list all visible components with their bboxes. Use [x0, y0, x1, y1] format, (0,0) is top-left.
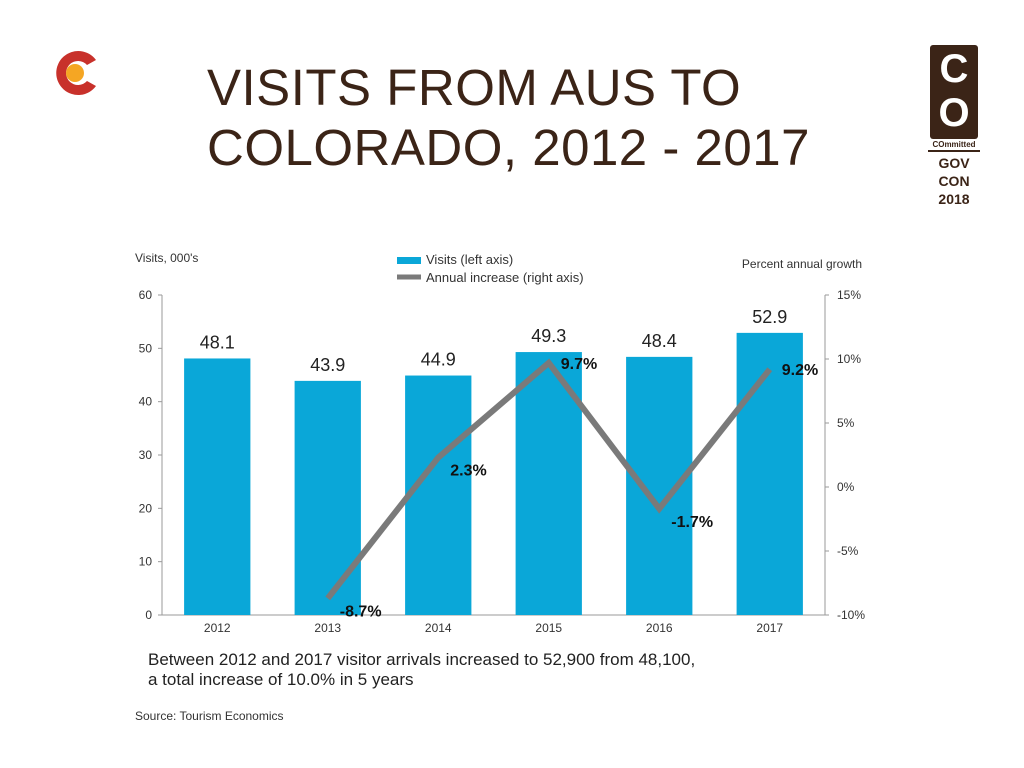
- right-axis-tick-label: -5%: [837, 544, 859, 558]
- co-logo-letter-o: O: [938, 91, 970, 135]
- bar-value-label: 52.9: [752, 307, 787, 327]
- bar-visits: [405, 375, 472, 615]
- slide-title-line-1: VISITS FROM AUS TO: [207, 59, 742, 116]
- right-axis-tick-label: 0%: [837, 480, 855, 494]
- bar-visits: [294, 380, 361, 615]
- co-logo-event-line-3: 2018: [938, 191, 970, 207]
- left-axis-tick-label: 0: [145, 608, 152, 622]
- chart-note: Between 2012 and 2017 visitor arrivals i…: [148, 650, 695, 690]
- right-axis-tick-label: -10%: [837, 608, 865, 622]
- x-axis-tick-label: 2013: [314, 621, 341, 635]
- left-axis-tick-label: 30: [139, 448, 153, 462]
- co-logo-tagline: COmmitted: [932, 140, 976, 149]
- co-govcon-logo: C O COmmitted GOV CON 2018: [928, 45, 980, 206]
- left-axis-tick-label: 10: [139, 555, 153, 569]
- colorado-flag-c-icon: [56, 51, 96, 95]
- co-logo-divider: [928, 150, 980, 152]
- left-axis-tick-label: 20: [139, 501, 153, 515]
- chart-note-line-2: a total increase of 10.0% in 5 years: [148, 670, 414, 689]
- line-point-label: 9.2%: [782, 362, 818, 379]
- bar-value-label: 43.9: [310, 355, 345, 375]
- x-axis-tick-label: 2012: [204, 621, 231, 635]
- bar-value-label: 48.4: [642, 331, 677, 351]
- x-axis-tick-label: 2015: [535, 621, 562, 635]
- line-point-label: 2.3%: [450, 463, 486, 480]
- left-axis-title: Visits, 000's: [135, 251, 198, 265]
- bar-visits: [184, 358, 251, 615]
- bar-value-label: 44.9: [421, 350, 456, 370]
- right-axis-tick-label: 15%: [837, 288, 861, 302]
- x-axis-tick-label: 2016: [646, 621, 673, 635]
- line-point-label: -1.7%: [671, 514, 713, 531]
- left-axis-tick-label: 50: [139, 341, 153, 355]
- right-axis-title: Percent annual growth: [742, 257, 862, 271]
- left-axis-tick-label: 60: [139, 288, 153, 302]
- co-logo-letter-c: C: [939, 47, 969, 91]
- colorado-logo: [50, 46, 104, 100]
- x-axis-tick-label: 2017: [756, 621, 783, 635]
- right-axis-tick-label: 5%: [837, 416, 855, 430]
- x-axis-tick-label: 2014: [425, 621, 452, 635]
- line-point-label: -8.7%: [340, 603, 382, 620]
- legend-label-annual-increase: Annual increase (right axis): [426, 270, 584, 285]
- line-point-label: 9.7%: [561, 356, 597, 373]
- legend-swatch-visits: [397, 257, 421, 264]
- bar-visits: [736, 332, 803, 615]
- source-note: Source: Tourism Economics: [135, 709, 284, 723]
- bar-value-label: 48.1: [200, 332, 235, 352]
- slide-title: VISITS FROM AUS TO COLORADO, 2012 - 2017: [207, 58, 827, 178]
- legend-label-visits: Visits (left axis): [426, 252, 513, 267]
- co-logo-event-line-2: CON: [938, 173, 970, 189]
- chart-note-line-1: Between 2012 and 2017 visitor arrivals i…: [148, 650, 696, 669]
- slide-title-line-2: COLORADO, 2012 - 2017: [207, 119, 810, 176]
- right-axis-tick-label: 10%: [837, 352, 861, 366]
- co-logo-event-line-1: GOV: [938, 155, 970, 171]
- left-axis-tick-label: 40: [139, 395, 153, 409]
- line-annual-increase: [325, 358, 773, 601]
- bar-value-label: 49.3: [531, 326, 566, 346]
- co-logo-box: C O: [930, 45, 978, 139]
- bar-visits: [626, 356, 693, 615]
- visits-chart: 0 10 20 30 40 50 60 -10% -5% 0% 5% 10% 15% Visits, 00…: [135, 251, 865, 635]
